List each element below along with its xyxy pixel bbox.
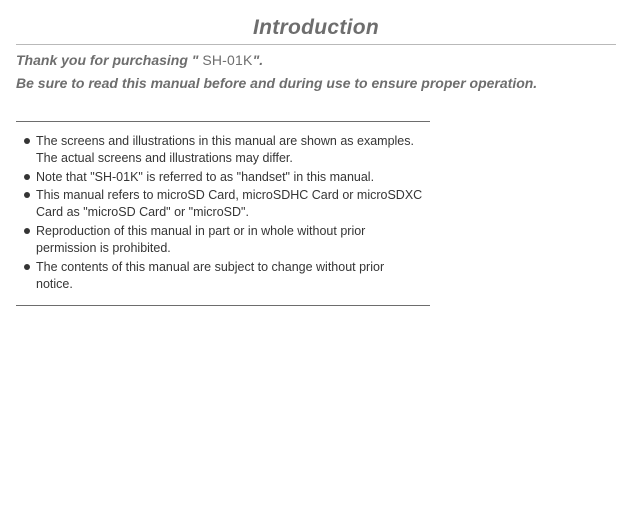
subtitle-after: ". <box>253 52 264 68</box>
list-item: Reproduction of this manual in part or i… <box>22 223 424 257</box>
notes-box: The screens and illustrations in this ma… <box>16 121 430 306</box>
list-item: This manual refers to microSD Card, micr… <box>22 187 424 221</box>
model-code: SH-01K <box>202 52 252 68</box>
page-title: Introduction <box>0 16 632 40</box>
page: Introduction Thank you for purchasing " … <box>0 0 632 529</box>
list-item: The screens and illustrations in this ma… <box>22 133 424 167</box>
title-underline <box>16 44 616 45</box>
notes-list: The screens and illustrations in this ma… <box>22 133 424 293</box>
subtitle-line2: Be sure to read this manual before and d… <box>16 74 616 93</box>
subtitle-before: Thank you for purchasing " <box>16 52 202 68</box>
list-item: Note that "SH-01K" is referred to as "ha… <box>22 169 424 186</box>
subtitle-line1: Thank you for purchasing " SH-01K". <box>16 51 616 70</box>
list-item: The contents of this manual are subject … <box>22 259 424 293</box>
